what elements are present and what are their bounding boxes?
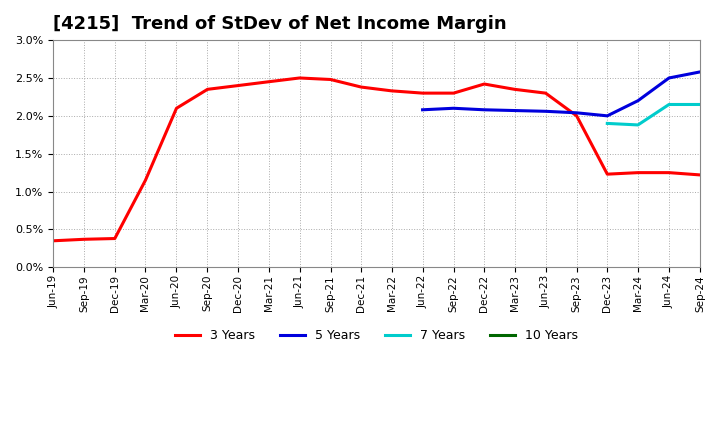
Text: [4215]  Trend of StDev of Net Income Margin: [4215] Trend of StDev of Net Income Marg… xyxy=(53,15,507,33)
Legend: 3 Years, 5 Years, 7 Years, 10 Years: 3 Years, 5 Years, 7 Years, 10 Years xyxy=(170,324,583,348)
